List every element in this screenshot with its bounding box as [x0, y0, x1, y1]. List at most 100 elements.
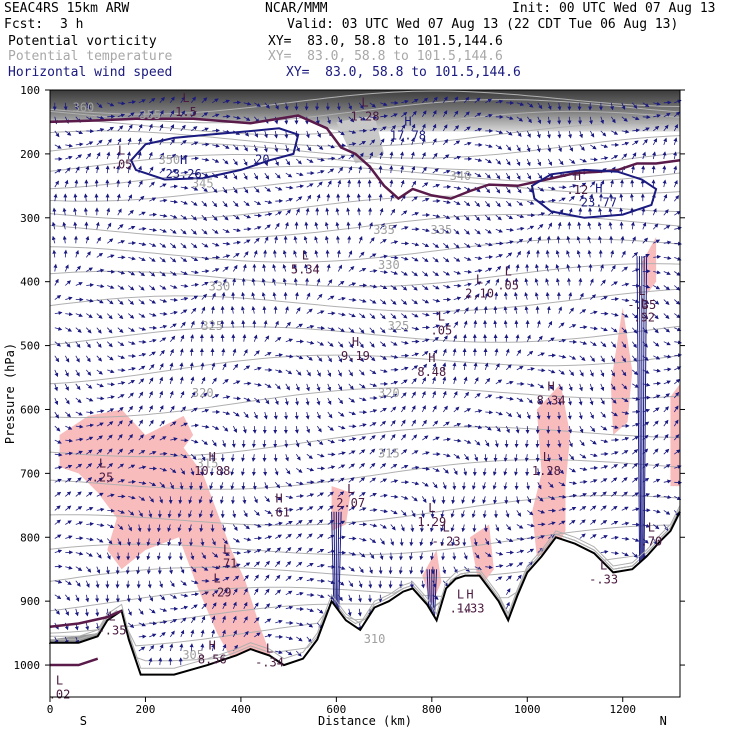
wind-vector — [170, 421, 177, 427]
wind-vector — [75, 154, 83, 160]
pv-extremum-type: L — [505, 265, 512, 279]
wind-vector — [358, 102, 364, 110]
wind-vector — [222, 200, 228, 208]
wind-vector — [422, 312, 430, 317]
wind-vector — [579, 341, 588, 345]
wind-vector — [222, 186, 228, 194]
wind-vector — [85, 251, 91, 258]
wind-vector — [63, 102, 68, 111]
wind-vector — [285, 454, 289, 462]
wind-vector — [327, 180, 332, 188]
wind-vector — [159, 631, 166, 638]
wind-vector — [230, 320, 235, 328]
wind-vector — [159, 467, 168, 472]
wind-vector — [106, 138, 112, 146]
wind-vector — [149, 285, 156, 291]
wind-vector — [358, 580, 363, 589]
wind-vector — [180, 96, 186, 104]
pv-extremum-value: 2.10 — [465, 286, 494, 300]
wind-vector — [170, 199, 178, 204]
wind-vector — [379, 538, 385, 545]
wind-vector — [495, 200, 501, 208]
wind-vector — [421, 376, 426, 385]
wind-vector — [107, 313, 113, 320]
wind-vector — [443, 243, 450, 249]
wind-vector — [516, 144, 521, 152]
wind-vector — [127, 137, 132, 146]
wind-vector — [411, 299, 418, 305]
wind-vector — [125, 566, 130, 575]
wind-vector — [128, 510, 135, 516]
wind-vector — [75, 424, 84, 429]
wind-vector — [275, 186, 283, 191]
wind-vector — [191, 200, 198, 206]
pv-extremum-value: .71 — [216, 557, 238, 571]
wind-vector — [262, 305, 267, 314]
wind-vector — [296, 507, 304, 511]
wind-vector — [189, 348, 194, 356]
wind-vector — [642, 115, 651, 120]
wind-vector — [495, 379, 503, 385]
wind-vector — [505, 524, 512, 531]
wind-vector — [252, 426, 257, 434]
wind-vector — [233, 228, 241, 233]
wind-vector — [600, 439, 609, 444]
wind-vector — [148, 644, 155, 652]
y-tick-label: 200 — [20, 148, 40, 161]
wind-vector — [579, 292, 584, 300]
header-valid: Valid: 03 UTC Wed 07 Aug 13 (22 CDT Tue … — [287, 17, 679, 32]
wind-vector — [85, 235, 90, 244]
wind-vector — [285, 481, 293, 487]
wind-vector — [390, 208, 396, 216]
wind-vector — [431, 496, 436, 504]
y-axis-title: Pressure (hPa) — [3, 343, 17, 444]
wind-vector — [611, 297, 619, 302]
wind-vector — [504, 277, 509, 286]
wind-vector — [401, 210, 408, 216]
wind-vector — [653, 420, 659, 427]
wind-vector — [296, 547, 302, 553]
wind-vector — [653, 239, 661, 244]
wind-vector — [86, 327, 92, 334]
wind-vector — [138, 419, 143, 427]
wind-vector — [117, 341, 125, 347]
wind-vector — [495, 186, 501, 194]
wind-vector — [201, 408, 210, 413]
wind-vector — [147, 580, 152, 589]
wind-vector — [169, 348, 174, 356]
wind-vector — [243, 172, 248, 181]
wind-vector — [450, 524, 455, 532]
wind-vector — [399, 538, 404, 547]
wind-vector — [86, 298, 94, 303]
wind-vector — [390, 113, 398, 118]
wind-vector — [537, 158, 542, 167]
wind-vector — [180, 214, 188, 220]
pv-extremum-type: L — [600, 559, 607, 573]
wind-vector — [316, 278, 321, 286]
wind-vector — [65, 535, 73, 540]
wind-vector — [243, 214, 252, 219]
wind-vector — [107, 102, 115, 107]
wind-vector — [169, 96, 175, 104]
wind-vector — [75, 566, 83, 571]
wind-vector — [461, 496, 466, 504]
wind-vector — [347, 179, 352, 188]
wind-vector — [482, 510, 487, 519]
wind-vector — [338, 411, 345, 417]
wind-vector — [317, 505, 324, 511]
wind-vector — [566, 277, 571, 286]
wind-vector — [117, 285, 125, 290]
wind-vector — [64, 369, 69, 377]
wind-vector — [566, 235, 571, 244]
wind-vector — [590, 326, 598, 331]
wind-vector — [503, 454, 508, 462]
wind-vector — [211, 377, 217, 385]
wind-vector — [274, 397, 279, 406]
wind-vector — [369, 566, 373, 575]
wind-vector — [86, 449, 93, 455]
wind-vector — [641, 207, 646, 216]
wind-vector — [663, 327, 671, 333]
wind-vector — [568, 439, 573, 448]
wind-vector — [653, 313, 659, 320]
